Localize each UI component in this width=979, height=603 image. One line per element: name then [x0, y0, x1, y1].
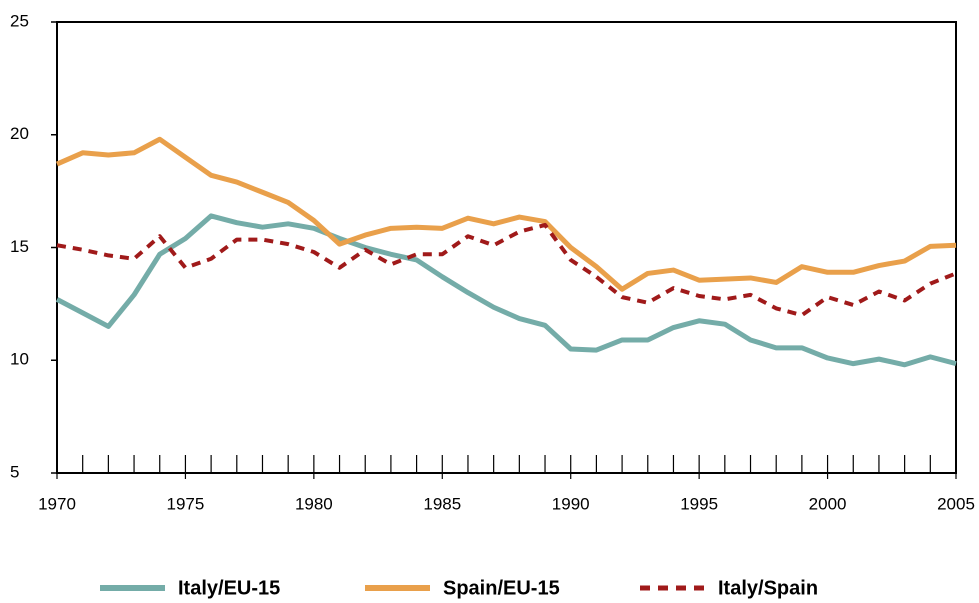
y-tick-label: 10 — [10, 350, 29, 369]
plot-frame — [56, 21, 957, 474]
x-tick-label: 1995 — [680, 494, 718, 513]
series-line — [55, 136, 957, 292]
x-tick-label: 2005 — [937, 494, 975, 513]
x-tick-label: 1980 — [295, 494, 333, 513]
x-tick-label: 1975 — [167, 494, 205, 513]
y-tick-label: 5 — [10, 462, 19, 481]
y-tick-label: 15 — [10, 237, 29, 256]
series-line — [55, 213, 957, 368]
x-tick-label: 1985 — [423, 494, 461, 513]
y-tick-label: 25 — [10, 11, 29, 30]
legend-label: Italy/EU-15 — [178, 577, 280, 599]
legend-label: Italy/Spain — [718, 577, 818, 599]
x-tick-label: 1990 — [552, 494, 590, 513]
x-tick-label: 1970 — [38, 494, 76, 513]
x-tick-label: 2000 — [809, 494, 847, 513]
y-tick-label: 20 — [10, 124, 29, 143]
legend-label: Spain/EU-15 — [443, 577, 560, 599]
series-line — [56, 222, 957, 318]
